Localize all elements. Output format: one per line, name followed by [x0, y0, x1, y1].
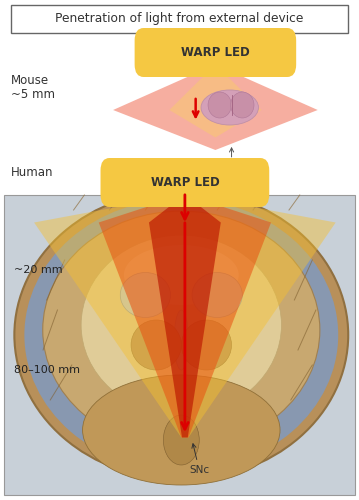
Text: Penetration of light from external device: Penetration of light from external devic…: [55, 12, 304, 25]
Polygon shape: [34, 194, 336, 438]
Ellipse shape: [131, 320, 181, 370]
Polygon shape: [99, 194, 271, 438]
Text: SNc: SNc: [222, 148, 242, 172]
Ellipse shape: [181, 320, 232, 370]
FancyBboxPatch shape: [135, 28, 296, 77]
Text: ~20 mm: ~20 mm: [14, 265, 63, 275]
Bar: [4, 195, 355, 495]
Ellipse shape: [24, 198, 338, 471]
Text: WARP LED: WARP LED: [181, 46, 250, 59]
Ellipse shape: [83, 375, 280, 485]
Ellipse shape: [14, 190, 348, 480]
Ellipse shape: [43, 211, 320, 449]
Ellipse shape: [231, 92, 254, 118]
Polygon shape: [149, 194, 221, 438]
Text: WARP LED: WARP LED: [150, 176, 219, 189]
Ellipse shape: [120, 272, 171, 318]
Polygon shape: [169, 64, 261, 138]
Ellipse shape: [124, 245, 239, 305]
Ellipse shape: [192, 272, 242, 318]
FancyBboxPatch shape: [11, 5, 348, 32]
Ellipse shape: [163, 415, 199, 465]
Text: 80–100 mm: 80–100 mm: [14, 365, 80, 375]
Ellipse shape: [81, 235, 281, 415]
Text: Mouse: Mouse: [11, 74, 49, 86]
Ellipse shape: [174, 310, 188, 370]
Ellipse shape: [208, 92, 231, 118]
Text: Human: Human: [11, 166, 53, 179]
Text: ~5 mm: ~5 mm: [11, 88, 55, 102]
Polygon shape: [113, 64, 318, 150]
Ellipse shape: [201, 90, 258, 125]
FancyBboxPatch shape: [101, 158, 269, 207]
Text: SNc: SNc: [189, 444, 209, 475]
